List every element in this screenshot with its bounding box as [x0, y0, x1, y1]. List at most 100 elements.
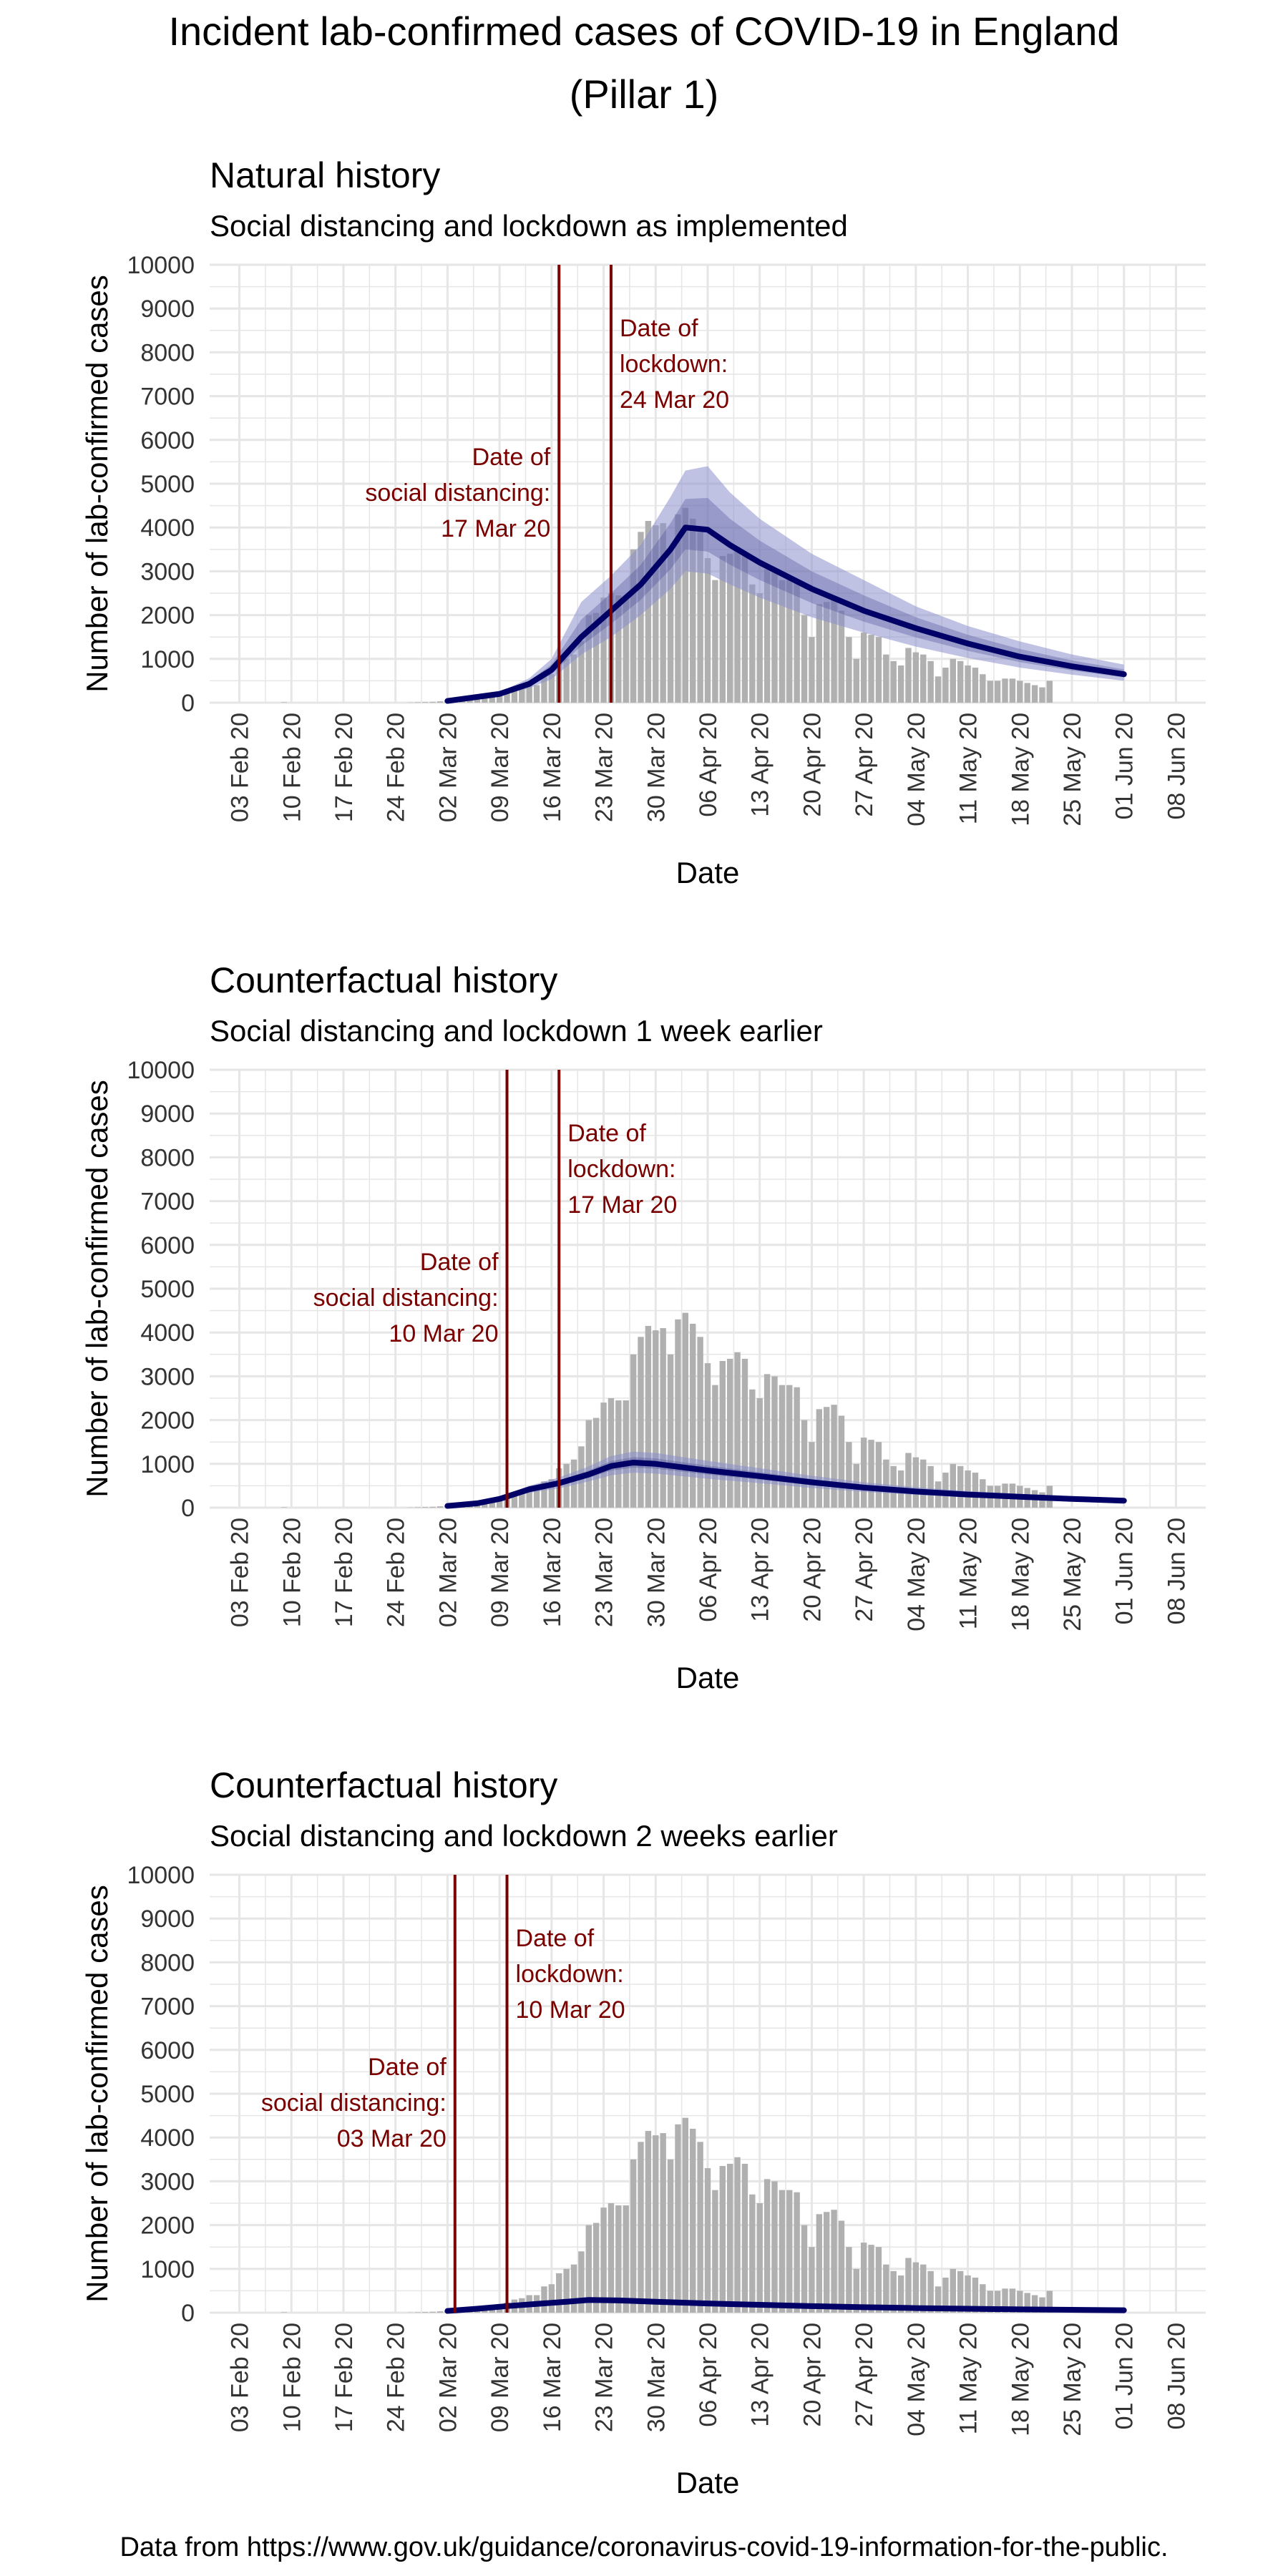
x-axis-title: Date — [676, 1661, 740, 1694]
observed-bar — [585, 615, 592, 703]
observed-bar — [280, 2312, 288, 2313]
observed-bar — [771, 571, 778, 703]
observed-bar — [868, 2245, 874, 2313]
observed-bar — [280, 1507, 288, 1508]
x-tick-label: 13 Apr 20 — [747, 1518, 774, 1622]
observed-bar — [846, 1442, 852, 1508]
observed-bar — [860, 2243, 867, 2313]
observed-bar — [853, 2268, 859, 2313]
lockdown-annotation: Date of — [567, 1120, 646, 1147]
y-tick-label: 3000 — [140, 1363, 195, 1390]
observed-bar — [615, 1400, 622, 1508]
lockdown-annotation: 17 Mar 20 — [567, 1191, 677, 1219]
observed-bar — [690, 1323, 696, 1508]
observed-bar — [779, 580, 786, 703]
x-tick-label: 03 Feb 20 — [227, 2323, 254, 2432]
x-tick-label: 04 May 20 — [903, 2323, 930, 2436]
y-tick-label: 10000 — [127, 1862, 195, 1889]
observed-bar — [838, 610, 845, 703]
observed-bar — [905, 648, 912, 703]
x-tick-label: 24 Feb 20 — [383, 2323, 410, 2432]
x-tick-label: 23 Mar 20 — [591, 713, 618, 822]
social-distancing-annotation: social distancing: — [261, 2089, 447, 2117]
y-tick-label: 1000 — [140, 1451, 195, 1478]
x-tick-label: 23 Mar 20 — [591, 2323, 618, 2432]
observed-bar — [704, 2168, 711, 2313]
panel-subtitle: Social distancing and lockdown as implem… — [210, 209, 848, 243]
observed-bar — [883, 2264, 889, 2313]
observed-bar — [1046, 2290, 1053, 2313]
observed-bar — [942, 2278, 949, 2313]
observed-bar — [623, 595, 629, 703]
y-tick-label: 5000 — [140, 1276, 195, 1303]
x-tick-label: 16 Mar 20 — [539, 713, 566, 822]
observed-bar — [653, 2135, 659, 2313]
observed-bar — [548, 1479, 555, 1508]
observed-bar — [682, 507, 689, 703]
observed-bar — [511, 689, 518, 703]
x-tick-label: 25 May 20 — [1059, 713, 1086, 826]
observed-bar — [645, 521, 652, 703]
observed-bar — [719, 2165, 726, 2313]
observed-bar — [653, 1330, 659, 1508]
x-tick-label: 09 Mar 20 — [487, 2323, 514, 2432]
x-tick-label: 25 May 20 — [1059, 2323, 1086, 2436]
observed-bar — [563, 2268, 570, 2313]
observed-bar — [712, 1385, 718, 1508]
observed-bar — [712, 580, 718, 703]
observed-bar — [482, 1503, 488, 1508]
observed-bar — [786, 2190, 793, 2313]
observed-bar — [414, 2312, 421, 2313]
x-tick-label: 16 Mar 20 — [539, 2323, 566, 2432]
observed-bar — [749, 2194, 756, 2313]
observed-bar — [712, 2190, 718, 2313]
observed-bar — [890, 660, 897, 703]
observed-bar — [585, 2225, 592, 2313]
observed-bar — [1017, 2290, 1023, 2313]
observed-bar — [756, 1398, 763, 1508]
social-distancing-annotation: Date of — [368, 2054, 447, 2081]
observed-bar — [957, 2270, 964, 2313]
x-tick-label: 02 Mar 20 — [434, 2323, 462, 2432]
observed-bar — [726, 553, 733, 703]
observed-bar — [630, 2159, 637, 2313]
x-tick-label: 08 Jun 20 — [1163, 2323, 1190, 2429]
observed-bar — [927, 2270, 934, 2313]
y-tick-label: 7000 — [140, 1189, 195, 1216]
observed-bar — [853, 658, 859, 703]
chart-panel-1: Natural history Social distancing and loc… — [80, 155, 1206, 889]
observed-bar — [897, 665, 904, 703]
observed-bar — [578, 641, 585, 703]
x-tick-label: 10 Feb 20 — [278, 713, 306, 822]
observed-bar — [280, 702, 288, 703]
observed-bar — [831, 2210, 837, 2313]
observed-bar — [912, 652, 919, 703]
x-tick-label: 20 Apr 20 — [799, 2323, 826, 2427]
social-distancing-annotation: social distancing: — [365, 479, 550, 507]
panel-title: Counterfactual history — [210, 960, 557, 1000]
observed-bar — [592, 1418, 600, 1508]
observed-bar — [704, 1363, 711, 1508]
x-tick-label: 24 Feb 20 — [383, 713, 410, 822]
observed-bar — [660, 1328, 666, 1508]
y-tick-label: 4000 — [140, 2124, 195, 2152]
observed-bar — [1046, 680, 1053, 703]
observed-bar — [526, 685, 532, 703]
observed-bar — [972, 1473, 979, 1508]
observed-bar — [734, 2157, 741, 2313]
lockdown-annotation: Date of — [516, 1925, 595, 1952]
observed-bar — [719, 555, 726, 703]
observed-bar — [578, 2251, 585, 2313]
y-tick-label: 8000 — [140, 1144, 195, 1171]
y-tick-label: 7000 — [140, 1994, 195, 2021]
observed-bar — [868, 635, 874, 703]
social-distancing-annotation: Date of — [420, 1249, 499, 1276]
y-tick-label: 8000 — [140, 339, 195, 366]
observed-bar — [987, 680, 993, 703]
observed-bar — [965, 665, 971, 703]
observed-bar — [965, 2275, 971, 2313]
observed-bar — [1024, 2293, 1030, 2313]
observed-bar — [920, 1459, 927, 1508]
observed-bar — [942, 668, 949, 703]
